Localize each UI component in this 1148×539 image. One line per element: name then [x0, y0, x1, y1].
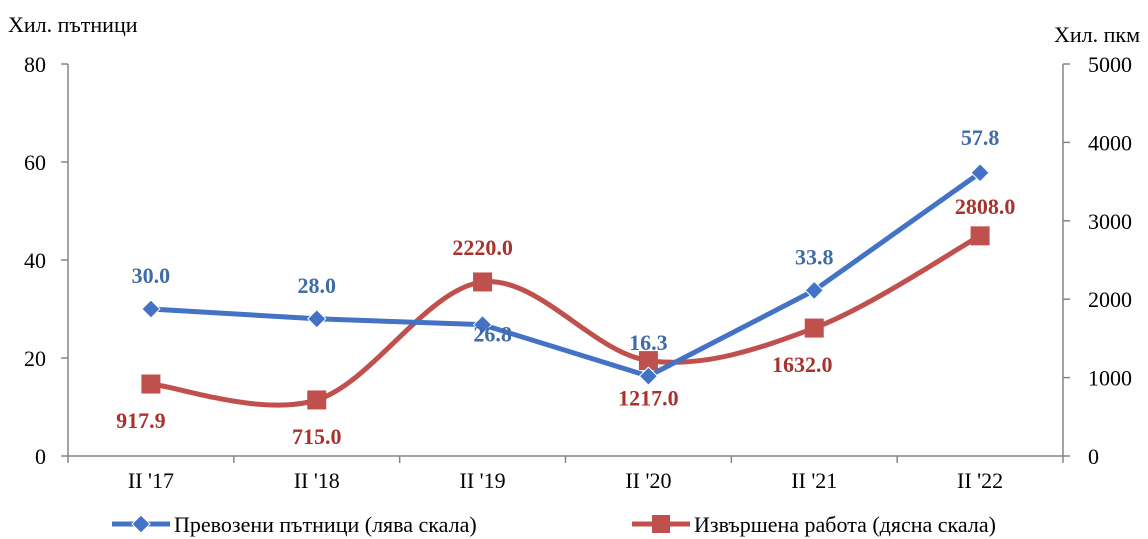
left-tick-label: 0 — [35, 444, 46, 469]
data-label: 1217.0 — [618, 386, 679, 411]
left-axis-unit-label: Хил. пътници — [8, 12, 138, 37]
right-tick-label: 4000 — [1088, 130, 1132, 155]
data-point-marker — [141, 374, 161, 394]
x-tick-label: II '17 — [128, 468, 174, 493]
x-tick-label: II '19 — [460, 468, 506, 493]
data-point-marker — [970, 163, 990, 183]
series-layer — [141, 163, 990, 410]
data-label: 2220.0 — [452, 235, 513, 260]
data-label: 33.8 — [795, 244, 834, 269]
data-point-marker — [970, 226, 990, 246]
data-label: 16.3 — [629, 330, 668, 355]
data-point-marker — [804, 280, 824, 301]
legend: Превозени пътници (лява скала) Извършена … — [112, 512, 996, 537]
x-tick-label: II '22 — [957, 468, 1003, 493]
series-line-work — [148, 233, 983, 408]
legend-label: Извършена работа (дясна скала) — [694, 512, 996, 537]
data-label: 917.9 — [116, 408, 166, 433]
data-label: 57.8 — [961, 125, 1000, 150]
data-label: 715.0 — [292, 424, 342, 449]
data-labels-layer: 917.9 715.0 2220.0 1217.0 1632.0 2808.0 30.0 28… — [116, 125, 1015, 449]
left-tick-label: 20 — [24, 346, 46, 371]
legend-label: Превозени пътници (лява скала) — [174, 512, 477, 537]
data-label: 26.8 — [473, 322, 512, 347]
x-tick-label: II '21 — [791, 468, 837, 493]
data-point-marker — [307, 390, 327, 410]
right-tick-label: 2000 — [1088, 287, 1132, 312]
data-point-marker — [638, 366, 659, 386]
data-point-marker — [141, 299, 161, 319]
right-tick-label: 1000 — [1088, 366, 1132, 391]
right-axis-unit-label: Хил. пкм — [1054, 22, 1140, 47]
data-point-marker — [307, 309, 327, 329]
legend-marker — [131, 514, 151, 534]
data-point-marker — [804, 318, 824, 338]
series-line-passengers — [148, 170, 983, 379]
x-tick-label: II '18 — [294, 468, 340, 493]
right-tick-label: 3000 — [1088, 209, 1132, 234]
ticks-layer: 0 20 40 60 80 0 1000 2000 3000 4000 5000 II '17 II '… — [24, 52, 1132, 493]
legend-marker — [652, 515, 670, 533]
right-tick-label: 0 — [1088, 444, 1099, 469]
left-tick-label: 60 — [24, 150, 46, 175]
data-label: 1632.0 — [772, 352, 833, 377]
data-point-marker — [472, 314, 493, 335]
x-tick-label: II '20 — [625, 468, 671, 493]
right-tick-label: 5000 — [1088, 52, 1132, 77]
data-label: 28.0 — [298, 273, 337, 298]
left-tick-label: 40 — [24, 248, 46, 273]
data-label: 30.0 — [132, 263, 171, 288]
data-label: 2808.0 — [955, 194, 1016, 219]
left-tick-label: 80 — [24, 52, 46, 77]
data-point-marker — [473, 272, 493, 292]
